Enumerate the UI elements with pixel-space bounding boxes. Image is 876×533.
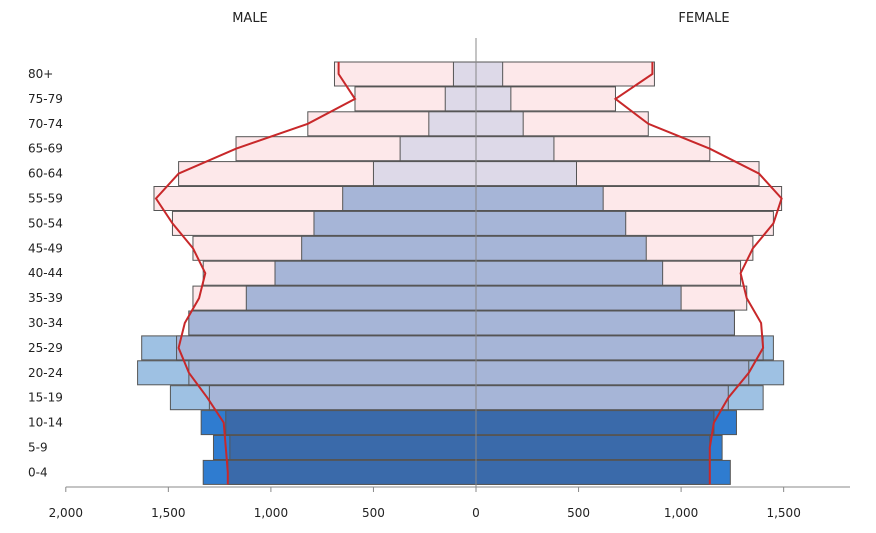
female-bar-80+ <box>475 61 504 87</box>
age-group-label: 10-14 <box>28 416 63 430</box>
reference-lines-group <box>154 62 783 485</box>
male-bar-75-79 <box>444 86 477 112</box>
age-group-label: 40-44 <box>28 266 63 280</box>
female-bar-25-29 <box>475 335 764 361</box>
female-bar-70-74 <box>475 111 524 137</box>
age-group-label: 15-19 <box>28 391 63 405</box>
age-group-label: 65-69 <box>28 142 63 156</box>
age-group-label: 75-79 <box>28 92 63 106</box>
age-group-label: 50-54 <box>28 216 63 230</box>
female-reference-line <box>613 62 783 485</box>
male-reference-line <box>154 62 357 485</box>
x-tick-label: 1,500 <box>151 506 185 520</box>
male-bar-30-34 <box>188 310 477 336</box>
x-tick-label: 500 <box>362 506 385 520</box>
female-bar-55-59 <box>475 186 604 211</box>
male-bar-20-24 <box>188 360 477 386</box>
x-tick-label: 1,500 <box>766 506 800 520</box>
female-bar-40-44 <box>475 260 664 286</box>
age-group-label: 5-9 <box>28 441 48 455</box>
male-bar-25-29 <box>176 335 477 361</box>
age-group-label: 80+ <box>28 67 53 81</box>
age-group-label: 55-59 <box>28 192 63 206</box>
male-bar-10-14 <box>225 410 477 436</box>
x-tick-label: 1,000 <box>664 506 698 520</box>
male-outline-bar-80+ <box>333 61 477 87</box>
x-tick-label: 1,000 <box>254 506 288 520</box>
male-bar-50-54 <box>313 210 477 236</box>
female-bar-15-19 <box>475 385 729 411</box>
x-tick-label: 500 <box>567 506 590 520</box>
male-bar-15-19 <box>208 385 477 411</box>
female-side-label: FEMALE <box>678 11 729 26</box>
age-group-label: 70-74 <box>28 117 63 131</box>
age-group-label: 25-29 <box>28 341 63 355</box>
age-group-label: 0-4 <box>28 465 48 479</box>
age-group-label: 20-24 <box>28 366 63 380</box>
male-bar-5-9 <box>229 435 477 460</box>
x-tick-label: 2,000 <box>49 506 83 520</box>
male-bar-70-74 <box>428 111 477 137</box>
axes-group <box>65 38 850 492</box>
female-bar-0-4 <box>475 459 711 485</box>
female-bar-65-69 <box>475 136 555 162</box>
female-bar-10-14 <box>475 410 715 436</box>
x-tick-labels-group: 2,000 1,500 1,000 500 0 500 1,000 1,500 <box>49 506 801 520</box>
female-bar-60-64 <box>475 161 577 187</box>
age-group-label: 30-34 <box>28 316 63 330</box>
male-bar-60-64 <box>372 161 477 187</box>
male-bar-65-69 <box>399 136 477 162</box>
female-outline-bar-80+ <box>475 61 655 87</box>
male-side-label: MALE <box>232 11 268 26</box>
female-bar-5-9 <box>475 435 711 460</box>
female-bar-50-54 <box>475 210 627 236</box>
x-tick-label: 0 <box>472 506 480 520</box>
age-group-label: 60-64 <box>28 167 63 181</box>
category-labels-group: 80+ 75-79 70-74 65-69 60-64 55-59 50-54 45-49 40… <box>28 67 63 479</box>
female-bar-75-79 <box>475 86 512 112</box>
age-group-label: 35-39 <box>28 291 63 305</box>
male-bar-0-4 <box>227 459 477 485</box>
male-bar-55-59 <box>342 186 477 211</box>
female-bar-20-24 <box>475 360 750 386</box>
male-bar-80+ <box>452 61 477 87</box>
female-bar-35-39 <box>475 285 682 311</box>
male-bar-35-39 <box>245 285 477 311</box>
bars-group <box>137 61 785 485</box>
male-bar-45-49 <box>301 235 477 261</box>
female-bar-45-49 <box>475 235 647 261</box>
age-group-label: 45-49 <box>28 241 63 255</box>
male-bar-40-44 <box>274 260 477 286</box>
female-bar-30-34 <box>475 310 735 336</box>
